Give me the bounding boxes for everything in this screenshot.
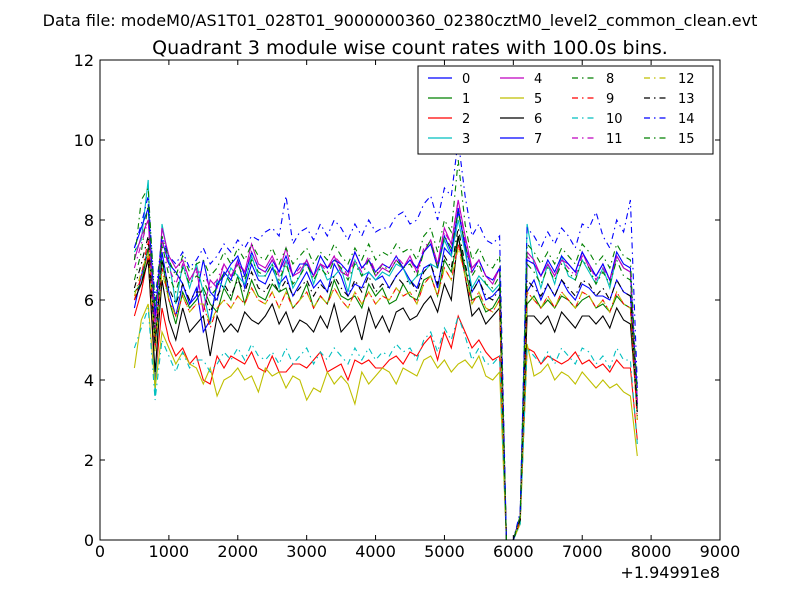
legend-label-11: 11	[606, 132, 623, 147]
x-tick-label: 0	[95, 542, 105, 561]
x-tick-label: 4000	[355, 542, 396, 561]
series-line-10	[133, 307, 638, 540]
series-line-7	[133, 207, 638, 540]
legend-label-15: 15	[678, 132, 695, 147]
x-tick-label: 6000	[493, 542, 534, 561]
series-line-6	[133, 235, 638, 540]
legend-label-13: 13	[678, 92, 695, 107]
x-tick-label: 1000	[149, 542, 190, 561]
legend-label-12: 12	[678, 72, 695, 87]
x-tick-label: 9000	[700, 542, 741, 561]
series-line-5	[133, 303, 638, 540]
legend-label-10: 10	[606, 112, 623, 127]
series-line-2	[133, 255, 638, 540]
y-tick-label: 8	[84, 211, 94, 230]
y-tick-label: 2	[84, 451, 94, 470]
x-tick-label: 3000	[286, 542, 327, 561]
legend-label-4: 4	[534, 72, 542, 87]
y-tick-label: 10	[74, 131, 94, 150]
legend-label-14: 14	[678, 112, 695, 127]
x-tick-label: 5000	[424, 542, 465, 561]
y-tick-label: 12	[74, 51, 94, 70]
series-line-9	[133, 239, 638, 540]
data-file-suptitle: Data file: modeM0/AS1T01_028T01_90000003…	[43, 11, 758, 31]
legend-box	[417, 65, 714, 155]
series-line-0	[133, 207, 638, 540]
series-line-15	[133, 159, 638, 540]
x-axis: 0 1000 2000 3000 4000 5000 6000 7000 8000 9000	[95, 60, 740, 561]
series-line-3	[133, 179, 638, 540]
legend-label-7: 7	[534, 132, 542, 147]
legend-label-3: 3	[462, 132, 470, 147]
y-tick-label: 4	[84, 371, 94, 390]
legend-label-6: 6	[534, 112, 542, 127]
chart-title: Quadrant 3 module wise count rates with …	[152, 37, 668, 59]
legend-label-8: 8	[606, 72, 614, 87]
series-line-13	[133, 227, 638, 540]
legend-label-9: 9	[606, 92, 614, 107]
series-layer	[133, 139, 638, 540]
x-tick-label: 2000	[217, 542, 258, 561]
x-tick-label: 7000	[562, 542, 603, 561]
y-tick-label: 6	[84, 291, 94, 310]
legend-label-1: 1	[462, 92, 470, 107]
legend-label-0: 0	[462, 72, 470, 87]
series-line-11	[133, 199, 638, 540]
x-tick-label: 8000	[631, 542, 672, 561]
x-offset-label: +1.94991e8	[620, 563, 720, 582]
y-tick-label: 0	[84, 531, 94, 550]
legend-label-2: 2	[462, 112, 470, 127]
legend-label-5: 5	[534, 92, 542, 107]
series-line-8	[133, 203, 638, 540]
